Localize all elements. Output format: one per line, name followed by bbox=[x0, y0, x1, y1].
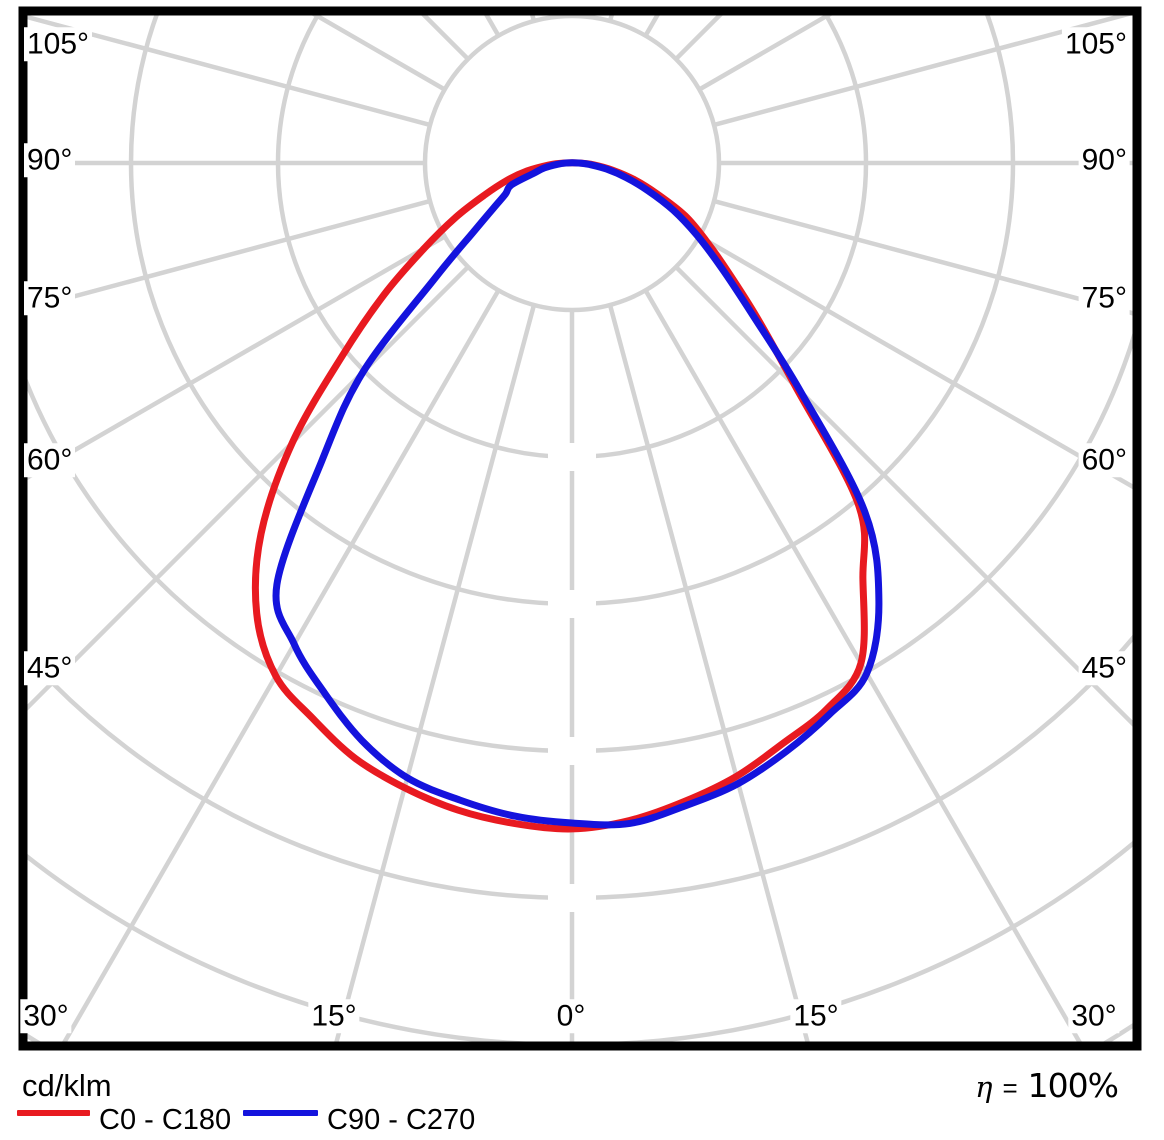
angle-label-bottom-15°: 15° bbox=[790, 999, 842, 1033]
grid-radial bbox=[643, 289, 1085, 1046]
grid-radial bbox=[698, 234, 1137, 492]
angle-label-left-105°: 105° bbox=[24, 27, 93, 61]
angle-label-bottom-15°: 15° bbox=[308, 999, 360, 1033]
angle-label-right-45°: 45° bbox=[1078, 651, 1130, 685]
angle-label-bottom-0°: 0° bbox=[553, 999, 589, 1033]
eta-value: 100% bbox=[1027, 1066, 1119, 1105]
eta-symbol: η bbox=[975, 1070, 993, 1104]
efficiency-readout: η = 100% bbox=[975, 1066, 1119, 1105]
legend-swatch-c0-c180 bbox=[17, 1110, 90, 1116]
grid-radial bbox=[713, 11, 1137, 128]
angle-label-right-105°: 105° bbox=[1061, 27, 1130, 61]
angle-label-left-75°: 75° bbox=[24, 281, 76, 315]
grid-radial bbox=[23, 13, 431, 128]
ring-value-mask bbox=[548, 590, 596, 618]
curve-c90-c270 bbox=[272, 159, 883, 829]
angle-label-bottom-30°: 30° bbox=[1068, 999, 1120, 1033]
grid-radial bbox=[713, 198, 1137, 317]
ring-value-mask bbox=[548, 737, 596, 765]
grid-radial bbox=[23, 265, 470, 716]
grid-radial bbox=[333, 304, 537, 1046]
angle-label-left-90°: 90° bbox=[24, 143, 76, 177]
legend-swatch-c90-c270 bbox=[243, 1110, 318, 1116]
angle-label-left-45°: 45° bbox=[24, 651, 76, 685]
angle-label-right-75°: 75° bbox=[1078, 281, 1130, 315]
angle-label-right-90°: 90° bbox=[1078, 143, 1130, 177]
grid-radial bbox=[23, 234, 446, 483]
ring-value-mask bbox=[548, 884, 596, 912]
legend-label-c0-c180: C0 - C180 bbox=[99, 1104, 232, 1136]
plot-border bbox=[18, 6, 1142, 1051]
angle-label-right-60°: 60° bbox=[1078, 443, 1130, 477]
grid-radial bbox=[23, 198, 431, 313]
grid-radial bbox=[59, 289, 501, 1046]
ring-value-mask bbox=[548, 443, 596, 471]
angle-label-left-60°: 60° bbox=[24, 443, 76, 477]
eta-equals: = bbox=[1002, 1073, 1018, 1103]
legend-label-c90-c270: C90 - C270 bbox=[327, 1104, 476, 1136]
angle-label-bottom-30°: 30° bbox=[20, 999, 72, 1033]
unit-label: cd/klm bbox=[22, 1068, 112, 1103]
grid-radial bbox=[607, 304, 811, 1046]
